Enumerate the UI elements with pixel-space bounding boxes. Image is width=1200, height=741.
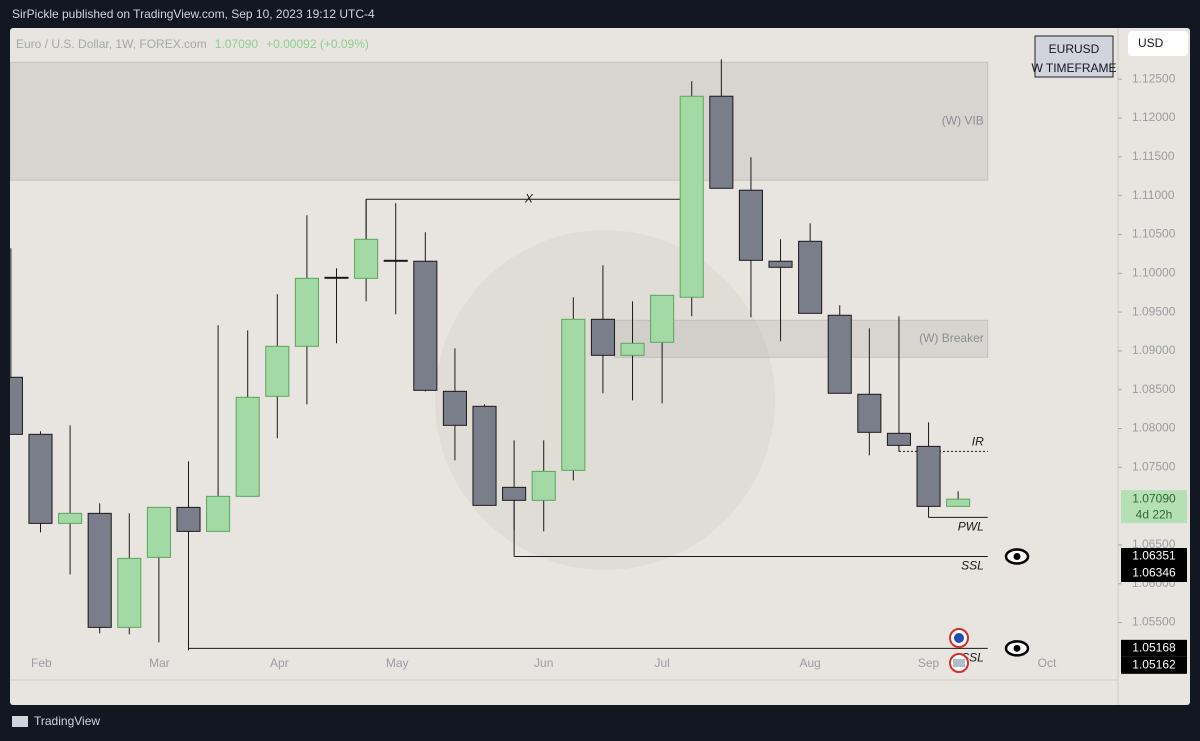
candle-body	[324, 276, 349, 279]
y-tick-label: 1.12000	[1132, 110, 1176, 124]
level-label: SSL	[961, 559, 984, 573]
candle-body	[413, 260, 438, 391]
change: +0.00092 (+0.09%)	[266, 37, 369, 51]
y-tick-label: 1.10000	[1132, 265, 1176, 279]
candle-body	[146, 506, 171, 558]
candle-body	[916, 445, 941, 507]
candle-body	[946, 498, 971, 507]
eye-pupil	[1013, 553, 1021, 561]
x-tick-label: Aug	[799, 656, 820, 670]
candle-body	[10, 376, 23, 435]
eye-icon	[1004, 548, 1030, 565]
y-tick-label: 1.09500	[1132, 304, 1176, 318]
x-tick-label: May	[386, 656, 409, 670]
y-tick-label: 1.06500	[1132, 537, 1176, 551]
y-tick-label: 1.12500	[1132, 71, 1176, 85]
candle-body	[679, 95, 704, 298]
candle-body	[235, 396, 260, 497]
candle-body	[709, 95, 734, 189]
candle-body	[620, 342, 645, 356]
price-label: 1.05162	[1132, 658, 1176, 672]
zone	[10, 61, 989, 181]
candle-body	[176, 506, 201, 532]
candle-body	[857, 393, 882, 433]
footer-logo	[12, 716, 28, 727]
x-tick-label: Jun	[534, 656, 553, 670]
watermark	[435, 230, 775, 570]
candle-body	[28, 433, 53, 524]
y-tick-label: 1.11500	[1132, 149, 1175, 163]
footer-brand: TradingView	[34, 714, 100, 728]
candle-body	[87, 512, 112, 628]
last-price: 1.07090	[215, 37, 259, 51]
current-price-box	[1121, 490, 1187, 524]
candle-body	[442, 390, 467, 426]
y-tick-label: 1.08000	[1132, 421, 1176, 435]
candle-body	[117, 557, 142, 628]
candle-body	[531, 470, 556, 501]
x-tick-label: Mar	[149, 656, 170, 670]
y-tick-label: 1.08500	[1132, 382, 1176, 396]
price-label-box	[1121, 639, 1187, 657]
x-tick-label: Oct	[1038, 656, 1057, 670]
eye-pupil	[1013, 644, 1021, 652]
candle-body	[650, 294, 675, 343]
level-label: PWL	[958, 520, 984, 534]
candle-body	[768, 260, 793, 268]
symbol: Euro / U.S. Dollar, 1W, FOREX.com	[16, 37, 207, 51]
price-label-box	[1121, 656, 1187, 674]
x-tick-label: Sep	[918, 656, 940, 670]
countdown: 4d 22h	[1136, 507, 1173, 521]
badge-title: EURUSD	[1049, 42, 1100, 56]
axes: 1.12500 1.12000 1.11500 1.11000 1.10500 1.100…	[31, 71, 1187, 674]
price-label-box	[1121, 565, 1187, 583]
candle-body	[294, 277, 319, 347]
y-tick-label: 1.09000	[1132, 343, 1176, 357]
candle-body	[561, 318, 586, 471]
candle-body	[472, 405, 497, 506]
y-tick-label: 1.11000	[1132, 188, 1175, 202]
candle-body	[206, 495, 231, 532]
x-tick-label: Feb	[31, 656, 52, 670]
y-tick-label: 1.07500	[1132, 459, 1176, 473]
badge-subtitle: W TIMEFRAME	[1031, 61, 1116, 75]
current-price: 1.07090	[1132, 491, 1176, 505]
zone	[614, 319, 989, 358]
y-tick-label: 1.05500	[1132, 615, 1176, 629]
candle-body	[827, 314, 852, 394]
candle-body	[383, 259, 408, 262]
badge	[1034, 35, 1114, 78]
price-label: 1.06346	[1132, 566, 1176, 580]
header-title: SirPickle published on TradingView.com, …	[12, 7, 375, 21]
eu-flag-inner	[954, 633, 964, 643]
price-label: 1.06351	[1132, 549, 1176, 563]
level-label: X	[524, 191, 534, 205]
eye-icon	[1004, 640, 1030, 657]
currency-button[interactable]	[1128, 31, 1188, 56]
level-label: IR	[972, 435, 984, 449]
x-tick-label: Jul	[654, 656, 669, 670]
price-label: 1.05168	[1132, 641, 1176, 655]
candle-body	[354, 238, 379, 279]
candle-body	[58, 512, 83, 524]
candle-body	[265, 345, 290, 397]
zone-label: (W) Breaker	[919, 331, 984, 345]
zone-label: (W) VIB	[942, 113, 984, 127]
currency[interactable]: USD	[1138, 36, 1164, 50]
x-tick-label: Apr	[270, 656, 289, 670]
candle-body	[590, 318, 615, 356]
candle-body	[502, 486, 527, 501]
candle-body	[738, 189, 763, 261]
candle-body	[886, 432, 911, 446]
price-label-box	[1121, 548, 1187, 566]
us-flag-inner	[953, 659, 965, 667]
candle-body	[798, 240, 823, 314]
y-tick-label: 1.10500	[1132, 227, 1176, 241]
